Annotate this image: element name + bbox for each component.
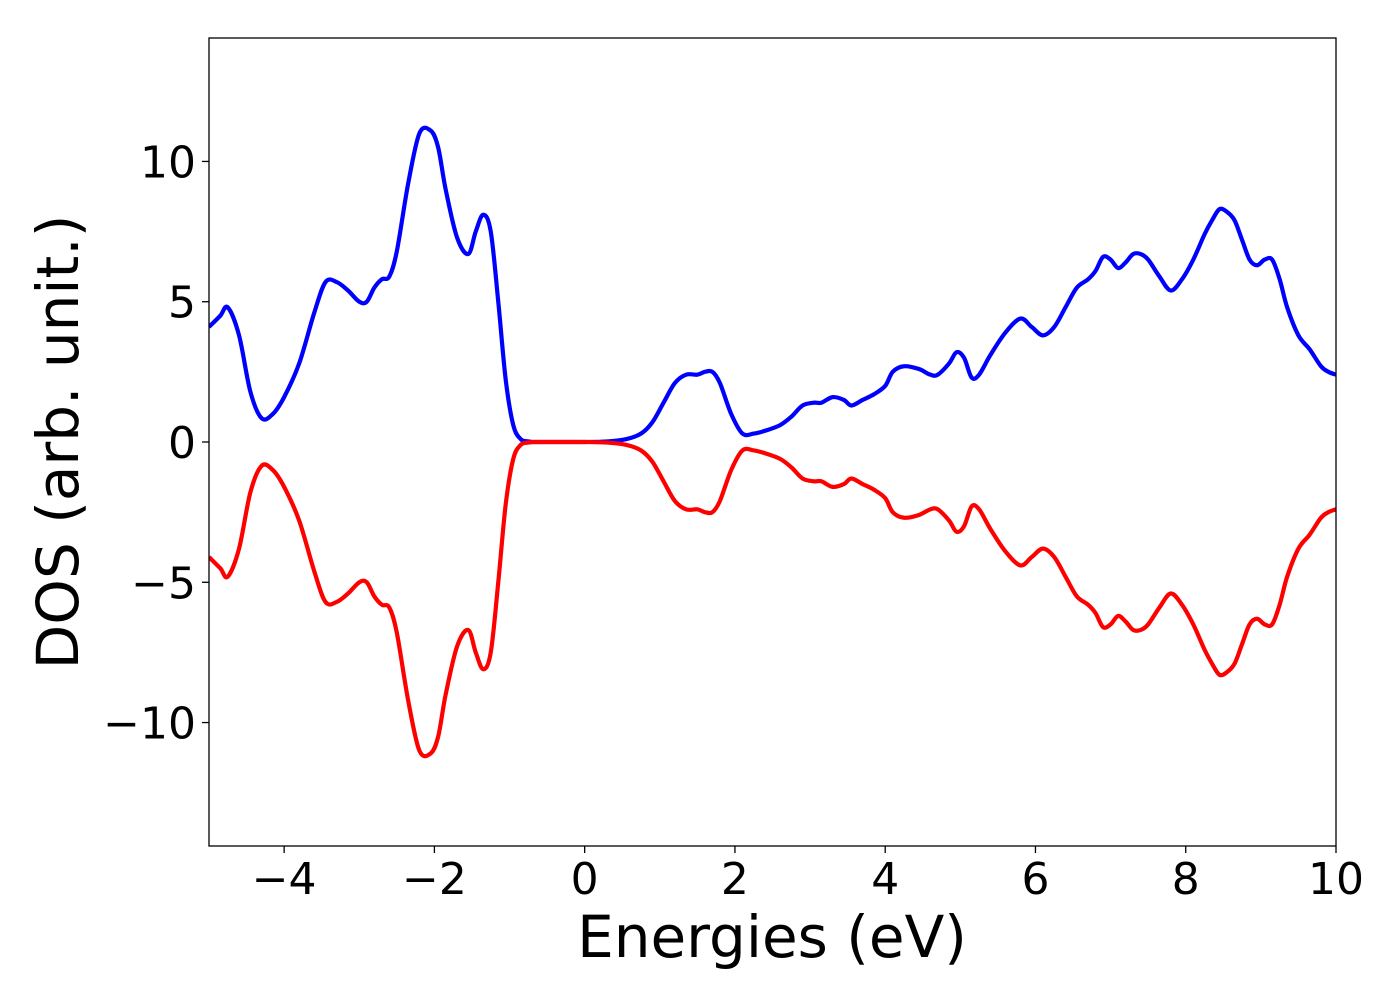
y-tick-label: 5: [168, 278, 196, 329]
x-axis-label: Energies (eV): [577, 903, 967, 971]
y-tick-label: 10: [140, 137, 196, 188]
x-tick-label: 2: [721, 854, 749, 905]
series-line-1: [209, 439, 1336, 759]
y-tick-label: −5: [131, 558, 196, 609]
plot-frame: [208, 37, 1337, 847]
x-axis-ticks: −4 −2 0 2 4 6 8 10: [252, 846, 1364, 905]
y-tick-label: 0: [168, 418, 196, 469]
x-tick-label: 4: [871, 854, 899, 905]
y-axis-label: DOS (arb. unit.): [24, 215, 92, 670]
x-tick-label: 8: [1172, 854, 1200, 905]
x-tick-label: −2: [402, 854, 467, 905]
x-tick-label: −4: [252, 854, 317, 905]
series-line-0: [209, 125, 1336, 445]
series-layer: [209, 125, 1336, 759]
x-tick-label: 0: [571, 854, 599, 905]
x-tick-label: 10: [1308, 854, 1364, 905]
y-tick-label: −10: [103, 699, 196, 750]
x-tick-label: 6: [1021, 854, 1049, 905]
y-axis-ticks: −10 −5 0 5 10: [103, 137, 209, 750]
